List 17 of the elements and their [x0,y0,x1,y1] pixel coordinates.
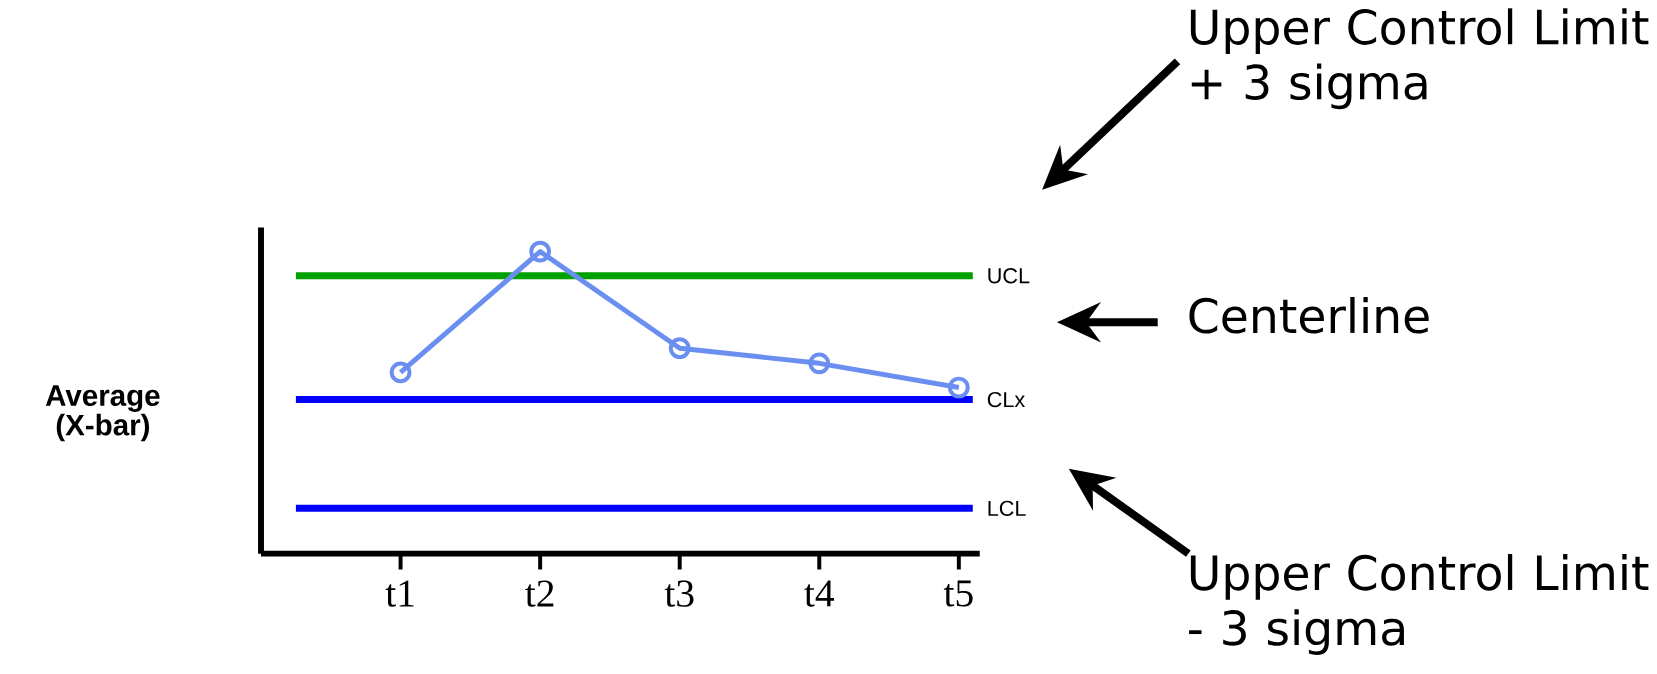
ref-line-label: LCL [988,500,1026,516]
point [389,361,412,384]
x-tick-label: t1 [385,580,414,607]
ref-line-label: UCL [988,267,1030,284]
x-tick-label: t2 [525,580,554,607]
y-axis-title: Average (X-bar) [45,385,160,442]
text: Upper Control Limit - 3 sigma [1189,553,1649,655]
x-tick-label: t3 [664,580,694,607]
x-tick-label: t4 [804,580,834,607]
text: Upper Control Limit + 3 sigma [1190,8,1649,110]
x-tick-label: t5 [943,580,973,607]
text: Centerline [1189,296,1429,334]
ref-line-label: CLx [987,391,1026,408]
point [808,352,831,375]
point [947,376,970,399]
point [668,337,691,359]
point [529,240,552,263]
